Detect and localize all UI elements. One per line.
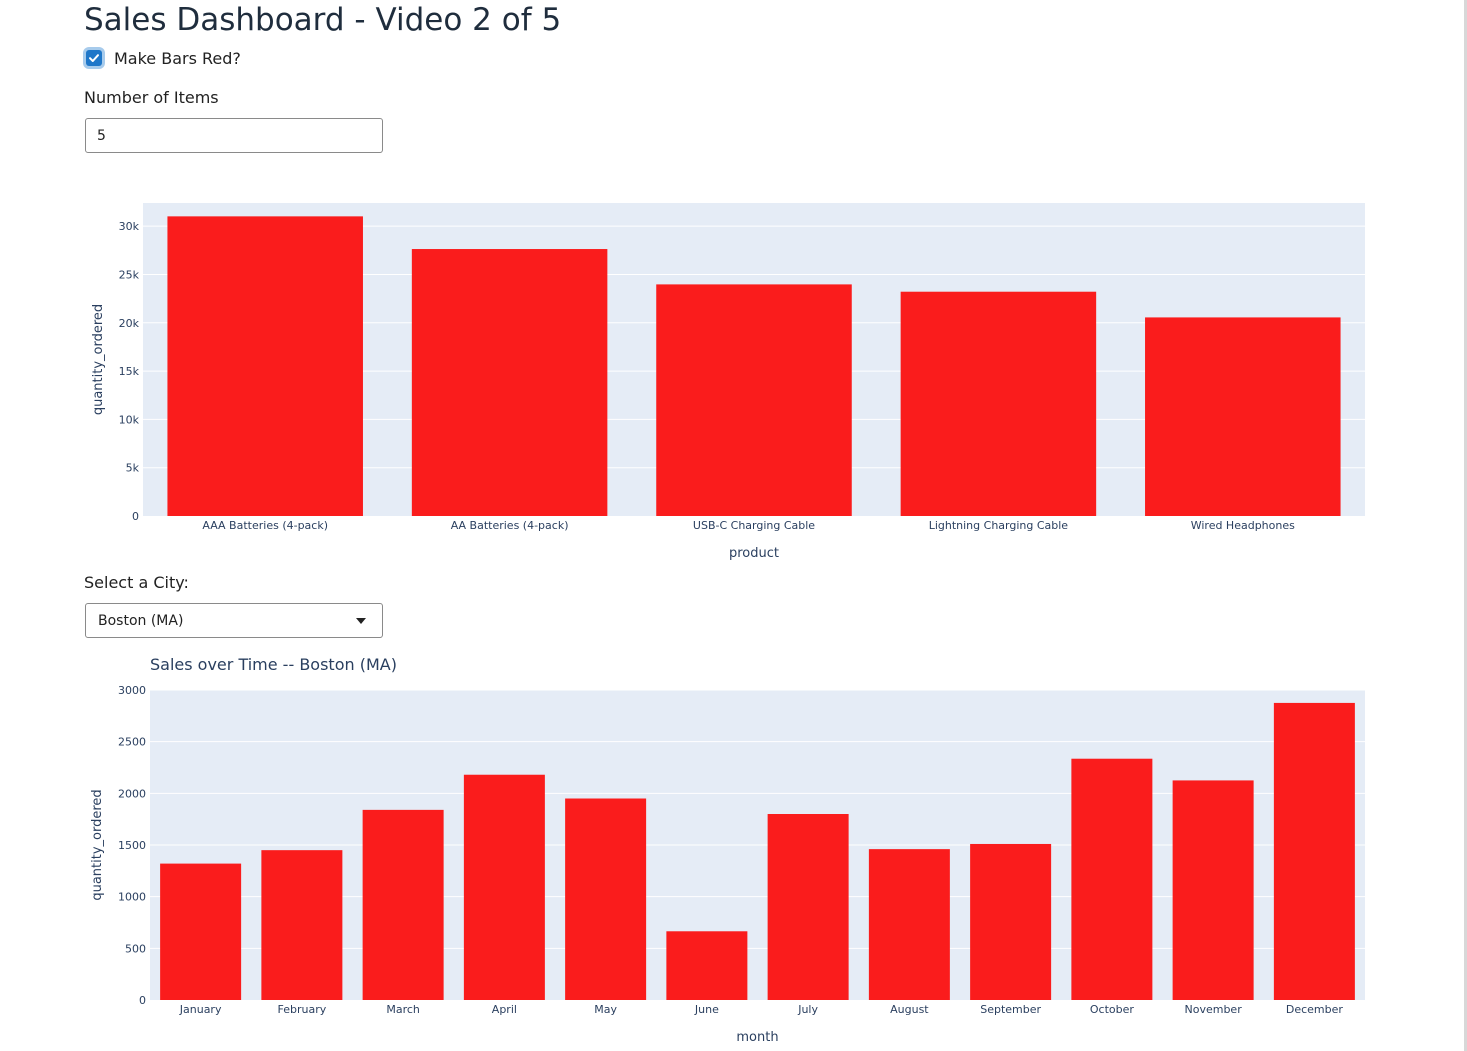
x-tick-label: August: [890, 1003, 929, 1016]
scrollbar-edge: [1464, 0, 1467, 1051]
bar[interactable]: [970, 843, 1052, 1000]
bar[interactable]: [868, 849, 950, 1000]
make-bars-red-option[interactable]: Make Bars Red?: [84, 47, 241, 69]
y-tick-label: 30k: [119, 220, 140, 233]
y-tick-label: 1500: [118, 839, 146, 852]
y-tick-label: 2500: [118, 736, 146, 749]
y-axis-title: quantity_ordered: [90, 789, 105, 900]
bar[interactable]: [1273, 702, 1355, 1000]
chevron-down-icon[interactable]: [356, 618, 366, 624]
chart-title: Sales over Time -- Boston (MA): [150, 655, 397, 674]
x-tick-label: AAA Batteries (4-pack): [202, 519, 328, 532]
y-tick-label: 1000: [118, 891, 146, 904]
y-tick-label: 5k: [126, 462, 140, 475]
bar[interactable]: [160, 863, 242, 1000]
x-axis-title: product: [729, 546, 779, 561]
number-of-items-input[interactable]: [85, 118, 383, 153]
y-tick-label: 10k: [119, 413, 140, 426]
x-tick-label: September: [980, 1003, 1041, 1016]
bar[interactable]: [900, 291, 1097, 516]
y-tick-label: 0: [139, 994, 146, 1007]
bar[interactable]: [167, 216, 363, 516]
x-axis-title: month: [736, 1030, 778, 1045]
x-tick-label: Wired Headphones: [1191, 519, 1295, 532]
x-tick-label: Lightning Charging Cable: [929, 519, 1069, 532]
plot-area: [143, 203, 1365, 516]
y-tick-label: 20k: [119, 317, 140, 330]
bar[interactable]: [767, 814, 849, 1000]
city-dropdown[interactable]: Boston (MA): [85, 603, 383, 638]
y-tick-label: 500: [125, 942, 146, 955]
plot-area: [150, 690, 1365, 1000]
make-bars-red-label: Make Bars Red?: [114, 48, 241, 68]
x-tick-label: AA Batteries (4-pack): [451, 519, 569, 532]
bar[interactable]: [463, 774, 545, 1000]
x-tick-label: June: [694, 1003, 719, 1016]
y-tick-label: 0: [132, 510, 139, 523]
x-tick-label: July: [797, 1003, 818, 1016]
bar[interactable]: [362, 809, 444, 1000]
checkmark-icon: [89, 54, 99, 62]
bar[interactable]: [1071, 758, 1153, 1000]
bar[interactable]: [565, 798, 647, 1001]
y-tick-label: 15k: [119, 365, 140, 378]
x-tick-label: April: [492, 1003, 517, 1016]
bar[interactable]: [656, 284, 852, 516]
y-tick-label: 2000: [118, 787, 146, 800]
bar[interactable]: [411, 249, 608, 516]
make-bars-red-checkbox[interactable]: [86, 50, 102, 66]
bar[interactable]: [261, 850, 343, 1000]
city-selected-value: Boston (MA): [98, 612, 184, 629]
bar[interactable]: [1145, 317, 1341, 516]
page-title: Sales Dashboard - Video 2 of 5: [84, 2, 562, 38]
x-tick-label: February: [278, 1003, 327, 1016]
x-tick-label: January: [179, 1003, 222, 1016]
x-tick-label: USB-C Charging Cable: [693, 519, 815, 532]
y-tick-label: 3000: [118, 684, 146, 697]
y-axis-title: quantity_ordered: [91, 304, 106, 415]
x-tick-label: November: [1185, 1003, 1243, 1016]
x-tick-label: May: [594, 1003, 617, 1016]
number-of-items-label: Number of Items: [84, 88, 219, 107]
x-tick-label: October: [1090, 1003, 1134, 1016]
bar[interactable]: [1172, 780, 1254, 1000]
bar[interactable]: [666, 931, 748, 1000]
city-select-label: Select a City:: [84, 573, 189, 592]
x-tick-label: March: [386, 1003, 420, 1016]
y-tick-label: 25k: [119, 268, 140, 281]
x-tick-label: December: [1286, 1003, 1344, 1016]
